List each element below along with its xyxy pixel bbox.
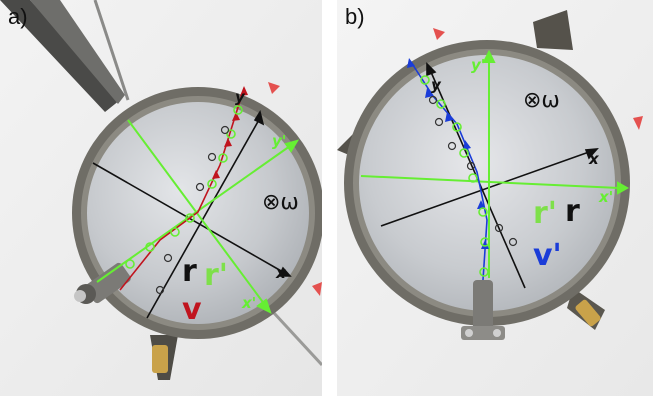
- marker-b2: [633, 116, 643, 130]
- blue-arrowheads-b: [407, 58, 489, 249]
- vector-r-prime-a: r': [204, 258, 228, 293]
- vector-v-prime-b: v': [533, 238, 562, 273]
- omega-label-a: ⊗ω: [262, 190, 299, 215]
- bracket-b: [533, 10, 573, 50]
- launcher-a: [74, 262, 131, 304]
- red-arrowheads-a: [212, 86, 248, 179]
- bolt-b: [575, 299, 601, 327]
- panel-label-b: b): [345, 4, 365, 29]
- omega-label-b: ⊗ω: [523, 88, 560, 113]
- black-points-b: [428, 95, 518, 247]
- photo-panel-b: b) ⊗ω r' r v' y x y' x': [337, 0, 653, 396]
- axis-x-prime-a: x': [242, 294, 257, 312]
- rod-a: [93, 0, 130, 101]
- vector-v-a: v: [182, 292, 202, 327]
- green-points-a: [125, 105, 243, 269]
- axis-y-prime-a: y': [272, 132, 287, 150]
- black-points-a: [155, 125, 230, 295]
- photo-panel-a: a) ⊗ω r r' v x y x' y': [0, 0, 322, 396]
- disc-b: [359, 55, 615, 311]
- axis-x-a: x: [276, 264, 286, 282]
- clamp-arm-a2: [30, 0, 125, 104]
- turntable-photo-a: [0, 0, 322, 396]
- panel-label-a: a): [8, 4, 28, 29]
- bolt-a: [152, 345, 168, 373]
- axis-x-b: x: [589, 150, 599, 168]
- launcher-b: [461, 280, 505, 340]
- marker-a1: [268, 82, 280, 94]
- axis-x-prime-b: x': [599, 188, 614, 206]
- marker-b1: [433, 28, 445, 40]
- clamp-arm-a: [0, 0, 120, 112]
- axis-y-a: y: [235, 88, 245, 106]
- axis-y-prime-b: y': [471, 56, 486, 74]
- turntable-photo-b: [337, 0, 653, 396]
- axis-y-b: y: [431, 76, 441, 94]
- marker-a2: [312, 282, 322, 296]
- vector-r-prime-b: r': [533, 196, 557, 231]
- vector-r-a: r: [182, 254, 197, 289]
- vector-r-b: r: [565, 194, 580, 229]
- green-points-b: [420, 75, 490, 277]
